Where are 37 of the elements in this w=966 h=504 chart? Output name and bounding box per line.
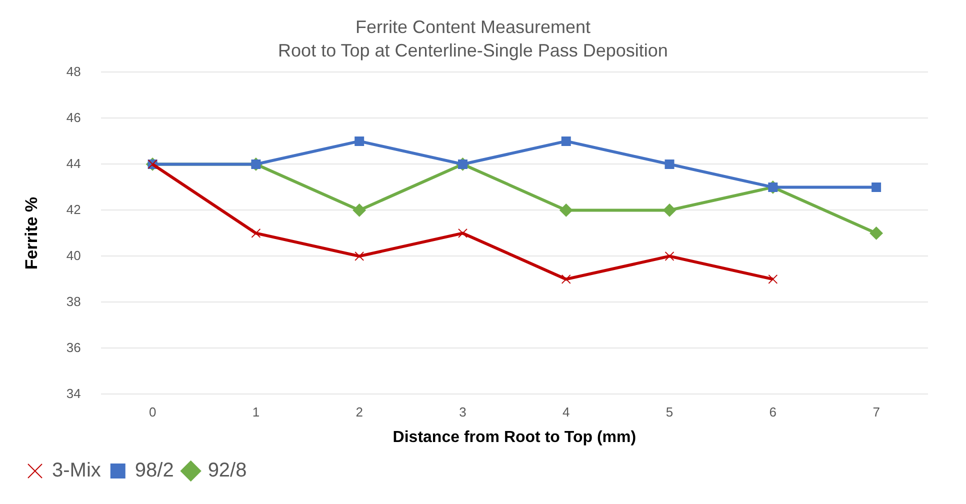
legend-label: 92/8 (208, 460, 247, 482)
x-tick-label: 7 (872, 404, 880, 420)
y-tick-label: 38 (66, 294, 81, 309)
point (663, 204, 676, 217)
point (768, 274, 778, 284)
y-tick-label: 46 (66, 110, 81, 125)
point (458, 228, 468, 238)
y-tick-label: 42 (66, 202, 81, 217)
y-tick-label: 34 (66, 386, 81, 401)
legend-label: 3-Mix (52, 460, 101, 482)
point (251, 228, 261, 238)
chart-subtitle: Root to Top at Centerline-Single Pass Deposition (278, 40, 668, 60)
y-tick-label: 40 (66, 248, 81, 263)
point (664, 159, 674, 169)
y-axis-title: Ferrite % (22, 196, 41, 270)
chart-title: Ferrite Content Measurement (355, 16, 591, 37)
point (352, 204, 366, 217)
legend-label: 98/2 (134, 460, 174, 482)
x-tick-label: 0 (148, 404, 156, 420)
y-tick-label: 48 (66, 64, 81, 79)
x-tick-label: 4 (562, 404, 570, 420)
x-tick-label: 5 (666, 404, 674, 420)
point (560, 204, 573, 217)
y-tick-label: 36 (66, 340, 81, 355)
x-tick-label: 6 (769, 404, 777, 420)
point (664, 251, 674, 261)
point (872, 182, 882, 192)
x-tick-label: 3 (459, 404, 466, 420)
point (870, 226, 883, 240)
point (354, 251, 364, 261)
point (561, 136, 571, 146)
point (354, 136, 364, 146)
x-tick-label: 1 (252, 404, 260, 420)
x-tick-label: 2 (356, 404, 363, 420)
point (561, 274, 571, 284)
y-tick-label: 44 (66, 156, 81, 171)
x-axis-title: Distance from Root to Top (mm) (392, 428, 636, 446)
